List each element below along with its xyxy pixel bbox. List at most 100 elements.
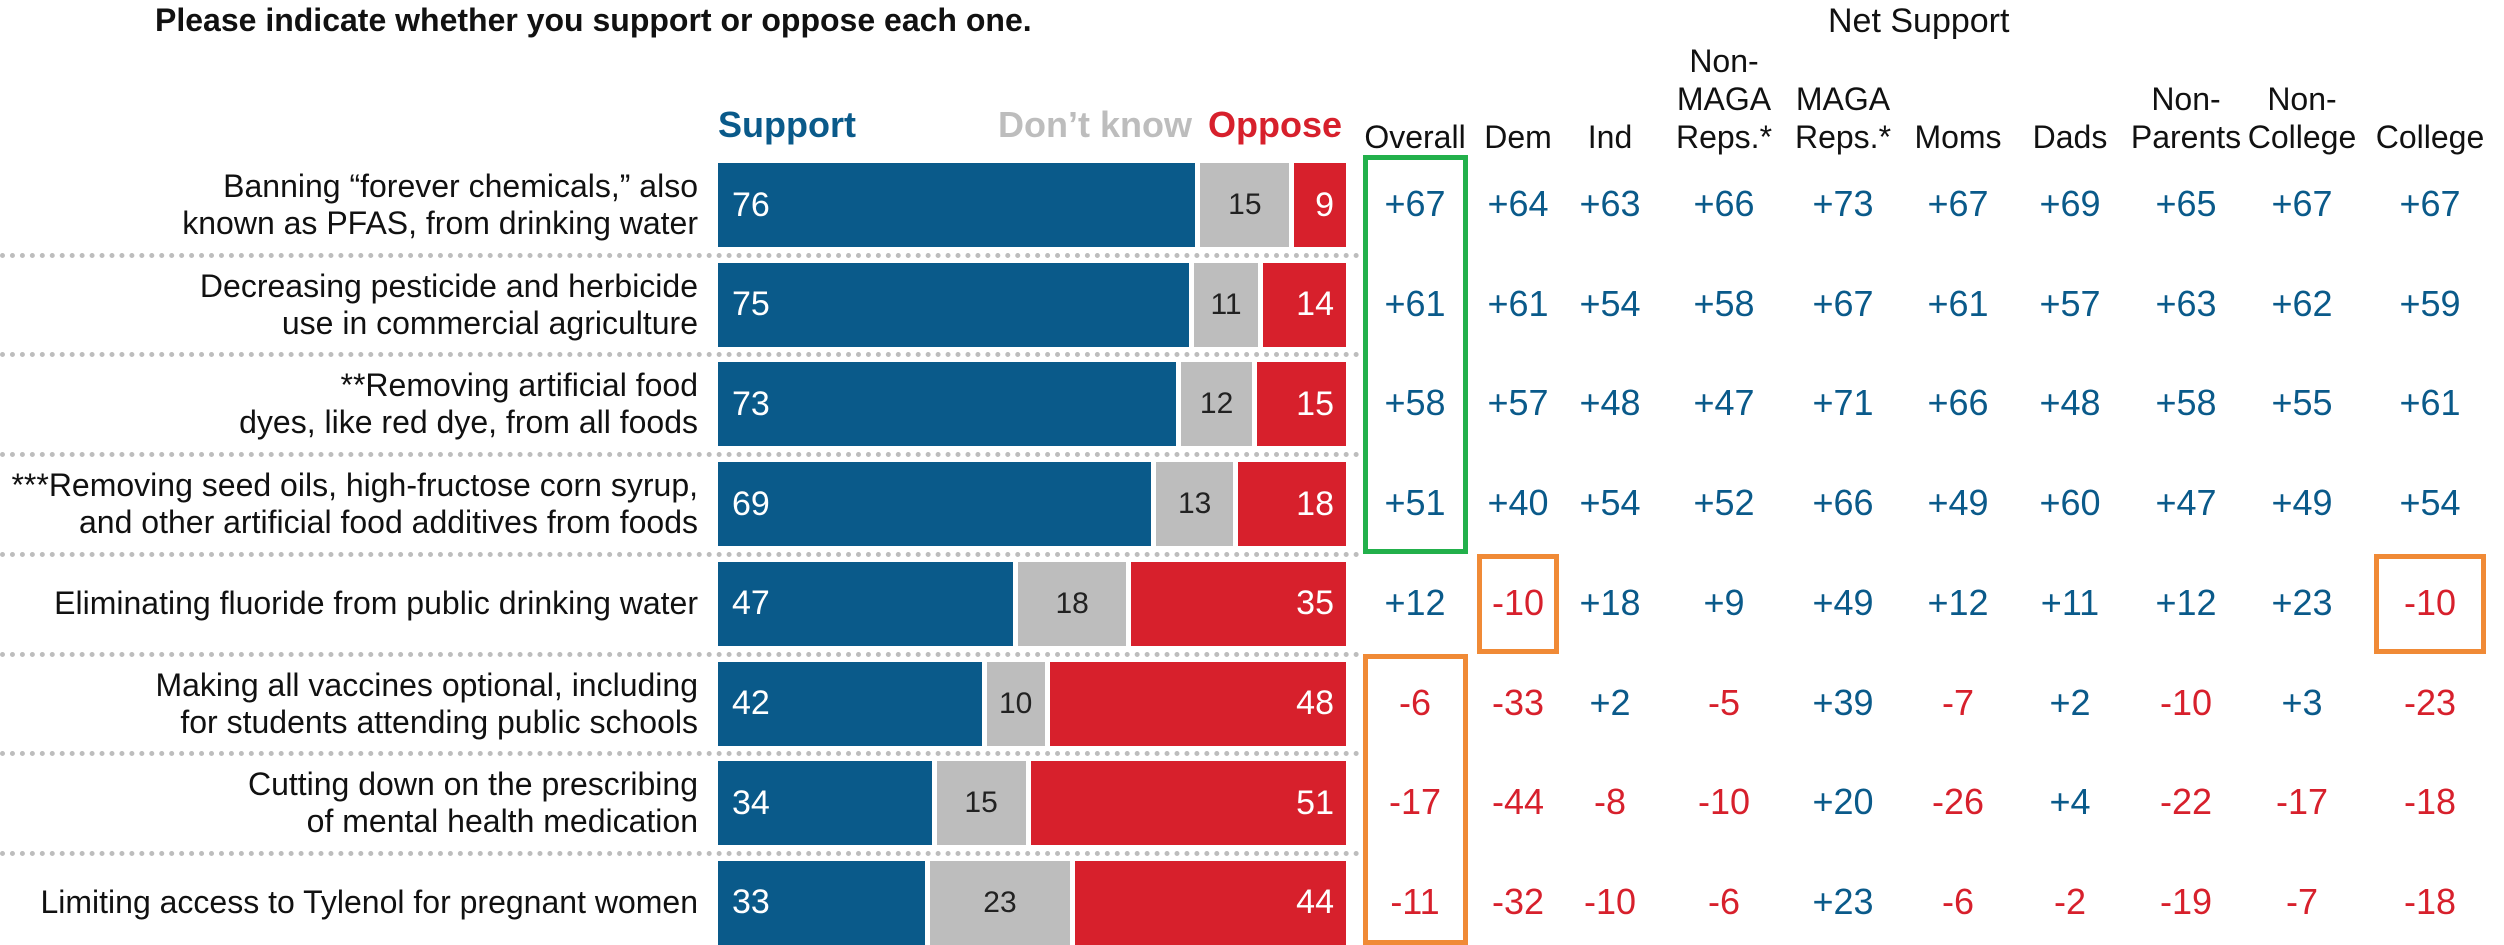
category-label-line: use in commercial agriculture: [281, 304, 698, 341]
row-separator: [0, 551, 1360, 557]
category-label: Limiting access to Tylenol for pregnant …: [40, 884, 698, 921]
net-value-ind: +54: [1579, 282, 1641, 324]
net-value-noncollege: -7: [2285, 880, 2319, 922]
column-header-nonparents: Non- Parents: [2106, 80, 2266, 156]
column-header-line: Reps.*: [1675, 119, 1773, 155]
category-label-line: Banning “forever chemicals,” also: [223, 168, 698, 204]
net-value-ind: -8: [1593, 781, 1627, 823]
net-value-dem: -44: [1491, 781, 1545, 823]
net-value-overall: -17: [1388, 781, 1442, 823]
category-label: Cutting down on the prescribing of mental…: [248, 766, 698, 840]
bar-segment-dont-know: 13: [1156, 462, 1233, 547]
bar-segment-dont-know: 10: [986, 661, 1045, 746]
net-value-dads: +4: [2049, 781, 2091, 823]
net-value-college: -23: [2403, 681, 2457, 723]
net-value-moms: +49: [1927, 482, 1989, 524]
column-header-overall: Overall: [1335, 118, 1495, 156]
bar-segment-support: 47: [718, 561, 1014, 646]
bar-segment-support: 33: [718, 860, 926, 945]
net-value-dads: +11: [2040, 581, 2100, 623]
net-value-college: +67: [2399, 183, 2461, 224]
net-support-title: Net Support: [1828, 2, 2010, 40]
bar-segment-oppose: 48: [1049, 661, 1346, 746]
column-header-ind: Ind: [1530, 118, 1690, 156]
net-value-college: -18: [2403, 880, 2457, 922]
bar-segment-support: 69: [718, 462, 1152, 547]
column-header-line: Parents: [2130, 119, 2242, 155]
net-value-moms: -7: [1941, 681, 1975, 723]
net-value-nonparents: -22: [2159, 781, 2213, 823]
net-value-dads: +57: [2039, 282, 2101, 324]
row-separator: [0, 352, 1360, 358]
net-value-noncollege: +62: [2271, 282, 2333, 324]
net-value-college: -18: [2403, 781, 2457, 823]
bar-segment-oppose: 35: [1131, 561, 1346, 646]
net-value-maga: +23: [1812, 880, 1874, 922]
column-header-line: Moms: [1914, 119, 2002, 155]
net-value-maga: +71: [1812, 382, 1874, 424]
net-value-noncollege: -17: [2275, 781, 2329, 823]
bar-value-support: 69: [732, 484, 770, 523]
net-value-dads: +60: [2039, 482, 2101, 524]
net-value-dem: -32: [1491, 880, 1545, 922]
net-value-ind: +63: [1579, 183, 1641, 224]
category-label-line: dyes, like red dye, from all foods: [239, 404, 698, 441]
category-label: ***Removing seed oils, high-fructose cor…: [11, 467, 698, 541]
bar-value-dont-know: 13: [1177, 487, 1212, 521]
net-value-college: +61: [2399, 382, 2461, 424]
bar-segment-support: 73: [718, 362, 1177, 447]
net-value-nonparents: +12: [2155, 581, 2217, 623]
bar-value-dont-know: 15: [964, 786, 998, 820]
category-label: Making all vaccines optional, including f…: [155, 667, 698, 741]
net-value-nonmaga: -5: [1707, 681, 1741, 723]
net-value-nonparents: -19: [2159, 880, 2213, 922]
net-value-nonmaga: +9: [1703, 581, 1745, 623]
bar-value-oppose: 51: [1296, 783, 1334, 822]
category-label-line: of mental health medication: [306, 803, 698, 840]
net-value-noncollege: +23: [2271, 581, 2333, 623]
net-value-nonparents: +65: [2155, 183, 2217, 224]
net-value-maga: +20: [1812, 781, 1874, 823]
bar-value-oppose: 14: [1296, 285, 1334, 324]
column-header-noncollege: Non- College: [2222, 80, 2382, 156]
net-value-maga: +73: [1812, 183, 1874, 224]
net-value-college: +59: [2399, 282, 2461, 324]
legend-oppose: Oppose: [1208, 104, 1343, 145]
bar-segment-oppose: 14: [1263, 262, 1346, 347]
bar-segment-support: 42: [718, 661, 982, 746]
bar-segment-support: 75: [718, 262, 1189, 347]
category-label-line: known as PFAS, from drinking water: [182, 205, 698, 241]
column-header-college: College: [2350, 118, 2504, 156]
net-value-nonmaga: -10: [1697, 781, 1751, 823]
column-header-line: College: [2247, 119, 2357, 155]
column-header-line: Reps.*: [1794, 119, 1892, 155]
bar-value-oppose: 48: [1296, 684, 1334, 722]
category-label-line: for students attending public schools: [180, 703, 698, 740]
net-value-nonparents: +63: [2155, 282, 2217, 324]
net-value-dem: +57: [1487, 382, 1549, 424]
column-header-line: Overall: [1364, 119, 1466, 155]
net-value-college: +54: [2399, 482, 2461, 524]
highlight-box-orange-college: [2374, 553, 2486, 654]
net-value-nonparents: +47: [2155, 482, 2217, 524]
bar-value-dont-know: 10: [998, 686, 1033, 720]
net-value-nonmaga: -6: [1707, 880, 1741, 922]
column-header-dem: Dem: [1438, 118, 1598, 156]
net-value-ind: -10: [1583, 880, 1637, 922]
net-value-nonmaga: +66: [1693, 183, 1755, 224]
column-header-line: Non-: [1689, 43, 1759, 79]
bar-value-support: 34: [732, 783, 770, 822]
bar-value-oppose: 15: [1296, 384, 1334, 423]
net-value-noncollege: +3: [2281, 681, 2323, 723]
column-header-line: Non-: [2151, 81, 2221, 117]
bar-value-oppose: 44: [1296, 883, 1334, 922]
net-value-dads: +69: [2039, 183, 2101, 224]
bar-value-oppose: 9: [1315, 185, 1334, 224]
row-separator: [0, 850, 1360, 856]
net-value-noncollege: +55: [2271, 382, 2333, 424]
category-label-line: **Removing artificial food: [340, 367, 699, 404]
net-value-dads: -2: [2053, 880, 2087, 922]
bar-segment-oppose: 51: [1030, 761, 1346, 846]
net-value-maga: +66: [1812, 482, 1874, 524]
net-value-dads: +48: [2039, 382, 2101, 424]
